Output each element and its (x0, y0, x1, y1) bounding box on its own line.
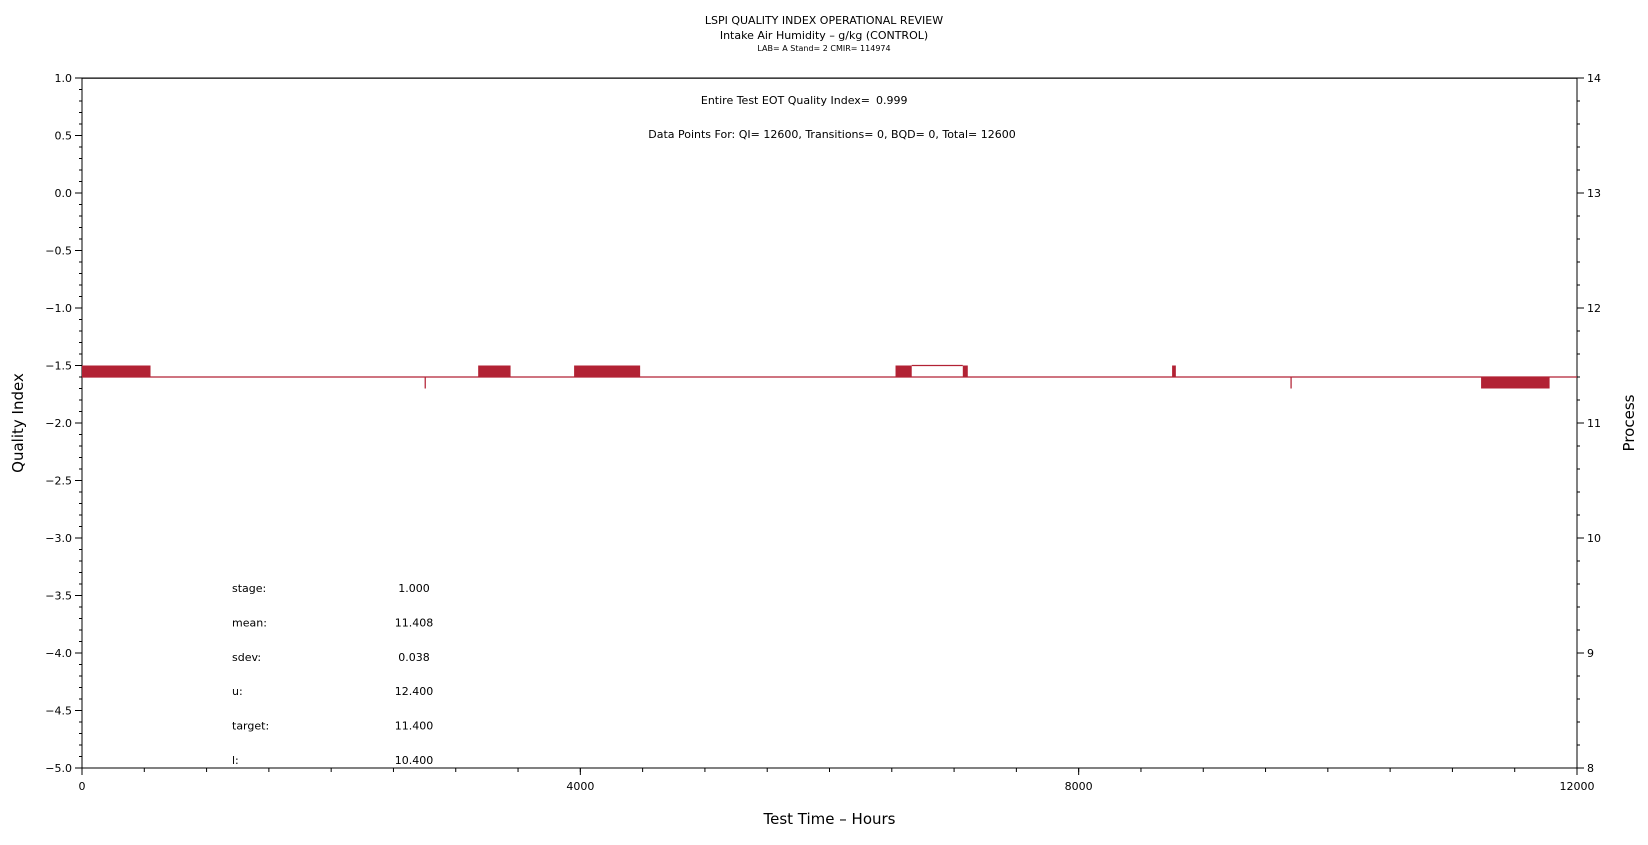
y-left-tick-label: −3.5 (45, 590, 72, 603)
process-excursion (1481, 377, 1550, 389)
y-left-tick-label: −3.0 (45, 532, 72, 545)
y-left-tick-label: −0.5 (45, 245, 72, 258)
data-points-summary: Data Points For: QI= 12600, Transitions=… (648, 128, 1016, 141)
process-excursion (962, 365, 968, 377)
stat-label: stage: (232, 582, 266, 595)
chart-title: LSPI QUALITY INDEX OPERATIONAL REVIEW (704, 14, 944, 27)
y-left-axis-label: Quality Index (9, 373, 27, 473)
process-excursion (1290, 377, 1292, 389)
process-excursion (82, 365, 151, 377)
plot-frame (81, 77, 1578, 769)
y-left-tick-label: −4.5 (45, 705, 72, 718)
eot-value: 0.999 (876, 94, 908, 107)
process-excursion (1172, 365, 1176, 377)
y-right-tick-label: 13 (1587, 187, 1601, 200)
stat-label: l: (232, 754, 239, 767)
x-tick-label: 4000 (566, 780, 594, 793)
y-right-tick-label: 8 (1587, 762, 1594, 775)
y-left-tick-label: 0.0 (55, 187, 73, 200)
stat-label: sdev: (232, 651, 261, 664)
y-left-tick-label: 1.0 (55, 72, 73, 85)
y-right-tick-label: 10 (1587, 532, 1601, 545)
stat-value: 0.038 (398, 651, 430, 664)
y-left-tick-label: −1.0 (45, 302, 72, 315)
process-excursion (478, 365, 511, 377)
chart-subtitle-details: LAB= A Stand= 2 CMIR= 114974 (757, 44, 891, 53)
process-excursion (574, 365, 641, 377)
y-right-tick-label: 12 (1587, 302, 1601, 315)
y-right-tick-label: 9 (1587, 647, 1594, 660)
y-left-tick-label: 0.5 (55, 130, 73, 143)
stat-label: mean: (232, 616, 267, 629)
stat-label: u: (232, 685, 243, 698)
y-left-tick-label: −2.5 (45, 475, 72, 488)
x-tick-label: 0 (79, 780, 86, 793)
stat-value: 11.408 (395, 616, 434, 629)
axes-layer: 1.0 0.5 0.0 −0.5 −1.0 −1.5 −2.0 −2.5 −3.0 −3.5 −4.… (9, 72, 1638, 828)
x-axis-label: Test Time – Hours (763, 810, 896, 828)
y-left-tick-label: −2.0 (45, 417, 72, 430)
chart-annotations: Entire Test EOT Quality Index= 0.999 Data … (232, 94, 1016, 767)
stat-value: 10.400 (395, 754, 434, 767)
x-tick-label: 12000 (1560, 780, 1595, 793)
y-right-tick-label: 14 (1587, 72, 1601, 85)
y-left-tick-label: −4.0 (45, 647, 72, 660)
y-right-tick-label: 11 (1587, 417, 1601, 430)
y-left-tick-label: −1.5 (45, 360, 72, 373)
stat-value: 11.400 (395, 720, 434, 733)
stat-value: 1.000 (398, 582, 430, 595)
x-tick-label: 8000 (1065, 780, 1093, 793)
stat-value: 12.400 (395, 685, 434, 698)
process-series (82, 364, 1577, 389)
y-right-axis-label: Process (1620, 394, 1638, 451)
chart-subtitle: Intake Air Humidity – g/kg (CONTROL) (719, 29, 929, 42)
y-left-tick-label: −5.0 (45, 762, 72, 775)
stat-label: target: (232, 720, 269, 733)
eot-label: Entire Test EOT Quality Index= (701, 94, 870, 107)
process-excursion (424, 377, 426, 389)
process-excursion (895, 365, 912, 377)
